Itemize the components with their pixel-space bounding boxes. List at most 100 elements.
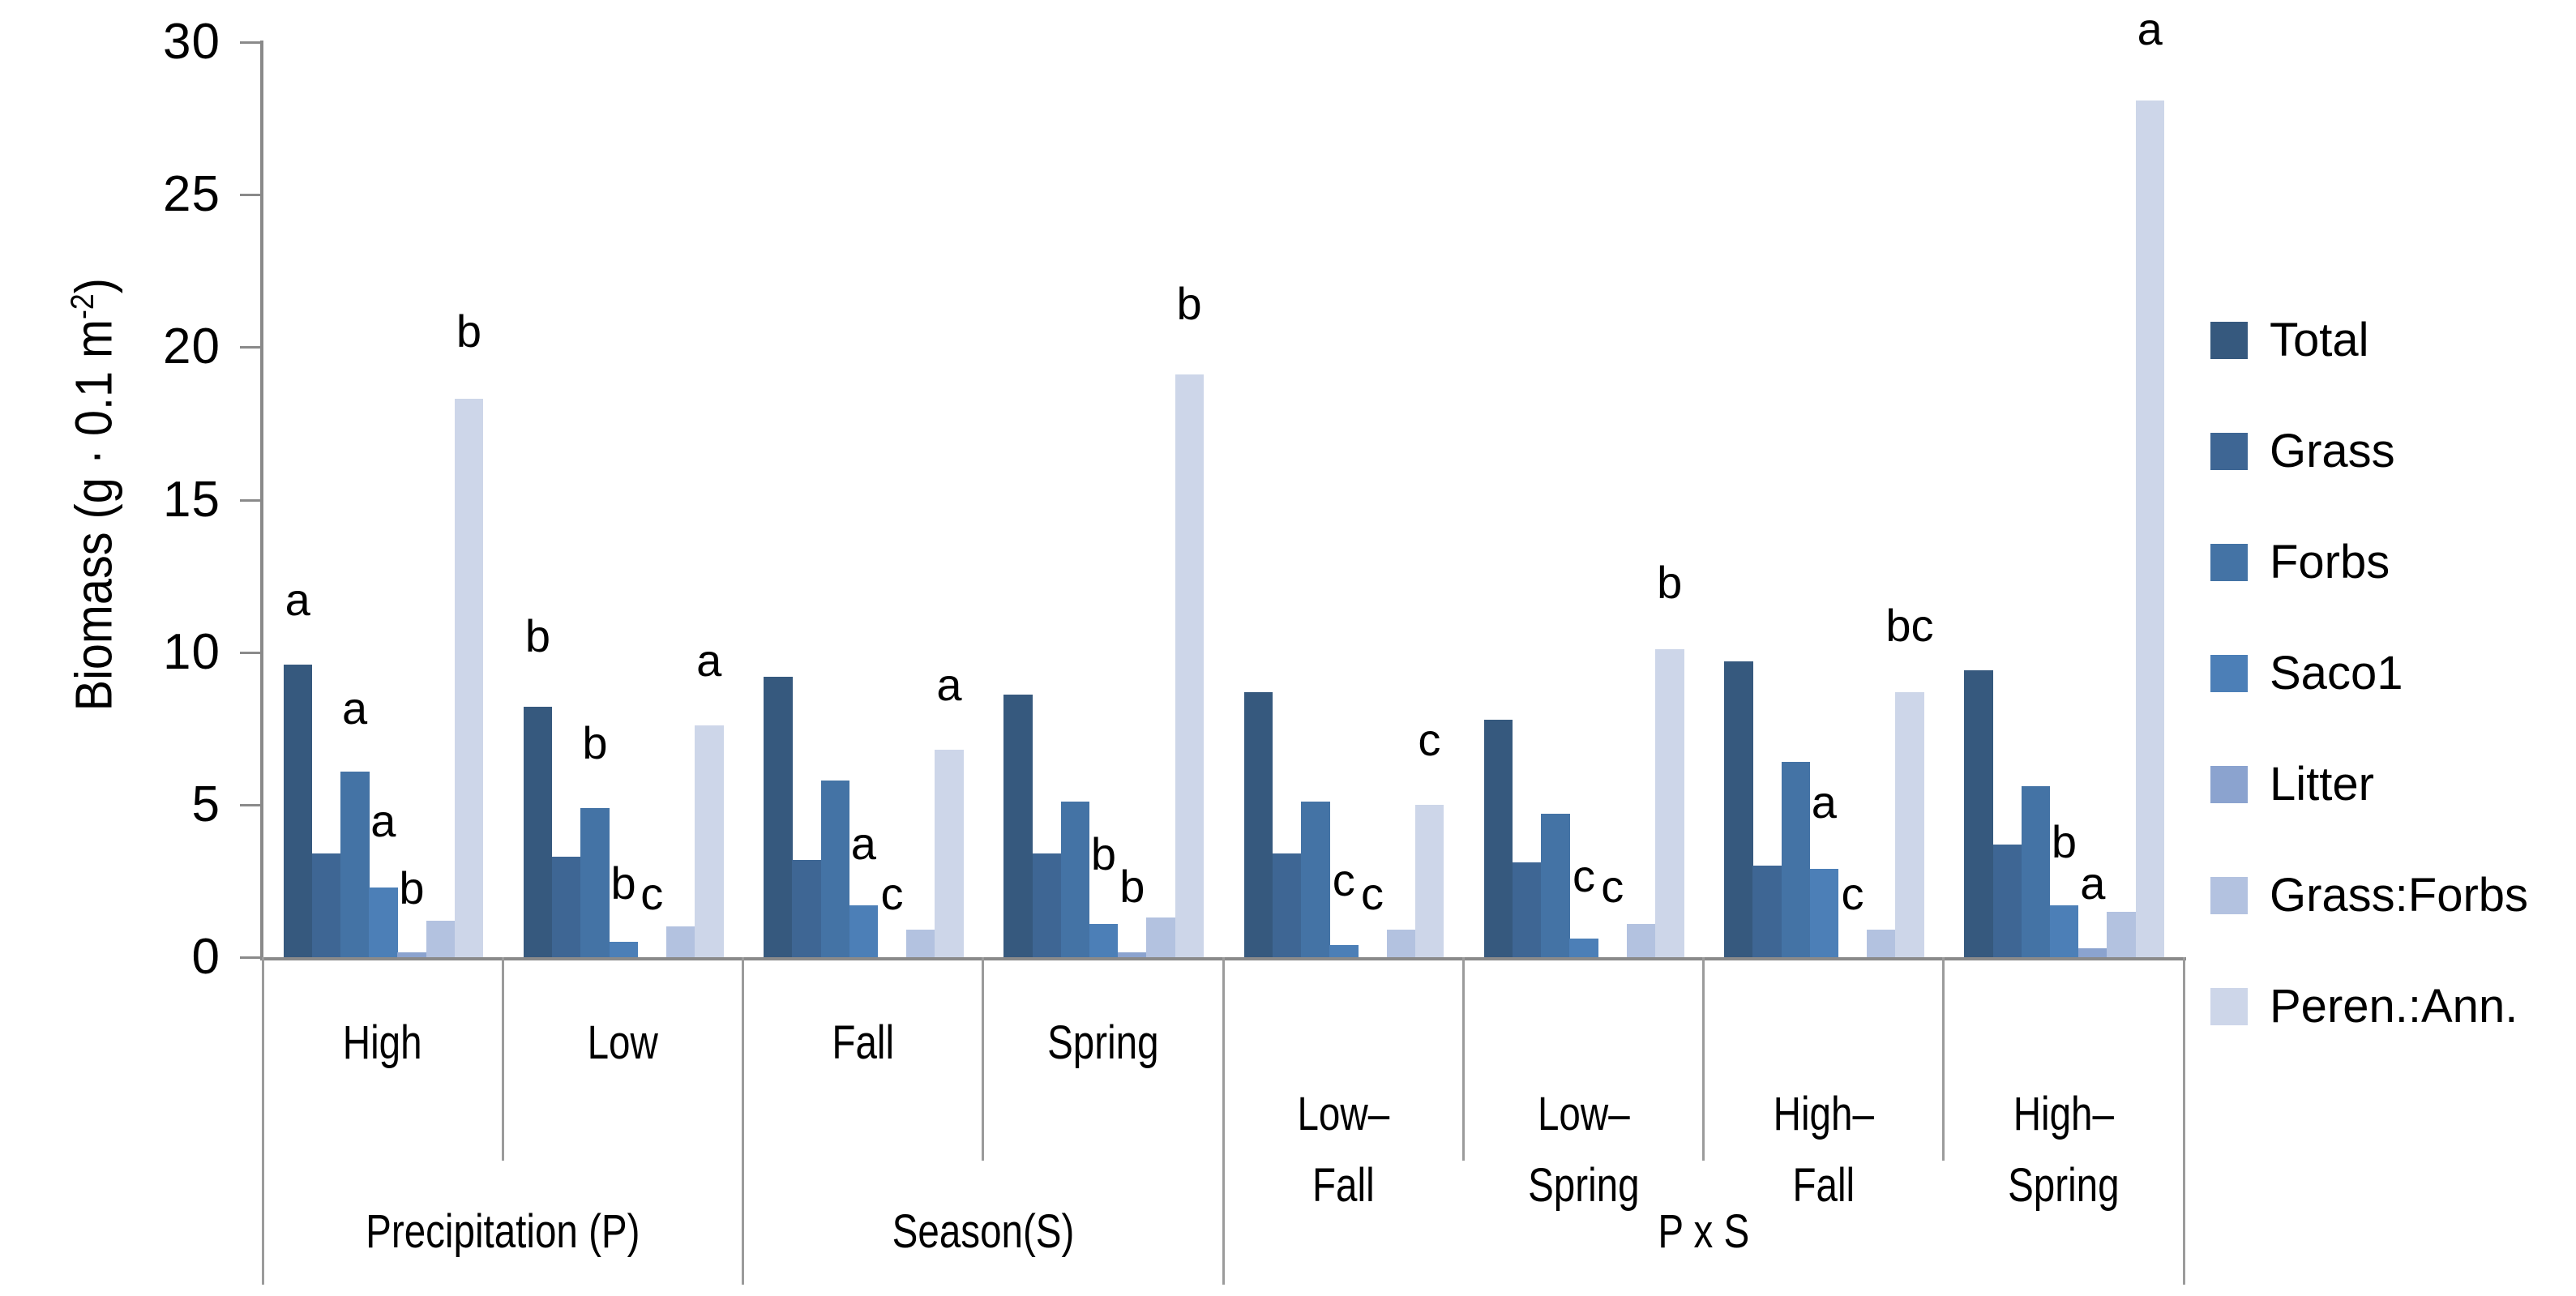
bar-litter-group-7 xyxy=(2078,947,2107,957)
x-category-label: Spring xyxy=(983,1007,1223,1079)
section-separator xyxy=(261,957,264,1285)
section-separator xyxy=(2182,957,2185,1285)
bar-peren-ann--group-2 xyxy=(935,750,964,957)
bar-grass-forbs-group-2 xyxy=(906,930,935,957)
bar-grass-group-7 xyxy=(1992,844,2022,957)
significance-letter: c xyxy=(1601,860,1624,912)
bar-litter-group-0 xyxy=(397,952,426,957)
x-section-label: P x S xyxy=(1223,1193,2184,1271)
bar-saco1-group-6 xyxy=(1809,868,1839,957)
bar-saco1-group-5 xyxy=(1569,939,1598,957)
significance-letter: b xyxy=(1119,860,1145,912)
significance-letter: b xyxy=(1090,828,1117,880)
y-tick-mark xyxy=(240,194,260,197)
significance-letter: c xyxy=(1841,868,1864,920)
x-category-label: High xyxy=(263,1007,503,1079)
bar-total-group-5 xyxy=(1483,719,1513,957)
significance-letter: bc xyxy=(1885,600,1934,652)
y-tick-label: 5 xyxy=(191,776,220,832)
bar-peren-ann--group-0 xyxy=(454,399,484,957)
x-section-label-text: Season(S) xyxy=(892,1205,1075,1258)
legend-label: Total xyxy=(2270,314,2369,366)
bar-saco1-group-7 xyxy=(2049,905,2079,957)
bar-peren-ann--group-7 xyxy=(2135,100,2165,957)
group-separator xyxy=(982,957,985,1161)
bar-grass-group-4 xyxy=(1272,853,1302,957)
bar-saco1-group-1 xyxy=(609,942,639,957)
significance-letter: b xyxy=(610,858,636,909)
y-tick-mark xyxy=(240,651,260,654)
significance-letter: b xyxy=(2051,816,2077,868)
significance-letter: b xyxy=(524,610,551,662)
y-axis-line xyxy=(260,41,263,960)
x-category-label: High– Spring xyxy=(1944,1007,2184,1221)
significance-letter: a xyxy=(850,818,876,870)
bar-grass-forbs-group-6 xyxy=(1867,930,1896,957)
bar-peren-ann--group-1 xyxy=(695,725,724,957)
significance-letter: b xyxy=(399,862,425,913)
y-tick-mark xyxy=(240,803,260,806)
y-tick-mark xyxy=(240,956,260,959)
bar-forbs-group-5 xyxy=(1541,814,1570,957)
x-section-label-text: P x S xyxy=(1658,1205,1749,1258)
x-category-label-text: Spring xyxy=(1047,1016,1159,1069)
bar-saco1-group-0 xyxy=(369,887,398,957)
y-tick-label: 10 xyxy=(163,623,220,680)
bar-grass-forbs-group-4 xyxy=(1386,930,1416,957)
bar-total-group-3 xyxy=(1003,695,1033,957)
y-tick-mark xyxy=(240,346,260,349)
bar-forbs-group-2 xyxy=(820,780,850,957)
significance-letter: a xyxy=(370,794,396,846)
bar-total-group-7 xyxy=(1964,670,1993,957)
significance-letter: a xyxy=(342,682,368,734)
bar-saco1-group-3 xyxy=(1089,923,1119,957)
significance-letter: b xyxy=(1176,278,1202,330)
significance-letter: a xyxy=(936,659,962,711)
x-section-label-text: Precipitation (P) xyxy=(366,1205,640,1258)
x-category-label: Low– Spring xyxy=(1463,1007,1703,1221)
bar-grass-forbs-group-7 xyxy=(2107,911,2136,957)
bar-saco1-group-2 xyxy=(849,905,879,957)
x-section-label: Precipitation (P) xyxy=(263,1193,743,1271)
bar-forbs-group-6 xyxy=(1781,762,1811,957)
bar-saco1-group-4 xyxy=(1329,944,1359,957)
legend-label: Grass:Forbs xyxy=(2270,869,2529,922)
bar-total-group-2 xyxy=(764,676,793,957)
x-category-label: Low xyxy=(503,1007,742,1079)
legend-label: Saco1 xyxy=(2270,647,2403,699)
bar-total-group-4 xyxy=(1243,691,1273,957)
significance-letter: a xyxy=(1811,776,1837,828)
bar-peren-ann--group-4 xyxy=(1414,804,1444,957)
bar-peren-ann--group-3 xyxy=(1175,374,1205,957)
section-separator xyxy=(742,957,744,1285)
bar-total-group-0 xyxy=(283,664,313,957)
y-tick-mark xyxy=(240,498,260,502)
bar-forbs-group-3 xyxy=(1060,802,1090,957)
group-separator xyxy=(1942,957,1945,1161)
y-tick-mark xyxy=(240,41,260,45)
bar-total-group-1 xyxy=(523,707,553,957)
bar-grass-forbs-group-1 xyxy=(665,926,695,957)
bar-grass-group-3 xyxy=(1032,853,1062,957)
bar-peren-ann--group-5 xyxy=(1655,648,1684,957)
significance-letter: c xyxy=(1573,849,1595,901)
significance-letter: b xyxy=(456,305,481,357)
group-separator xyxy=(1702,957,1705,1161)
y-tick-label: 0 xyxy=(191,929,220,985)
y-axis-title-suffix: ) xyxy=(64,277,123,294)
bar-forbs-group-1 xyxy=(580,807,610,957)
x-category-label-text: Low xyxy=(587,1016,659,1069)
x-category-label-text: Fall xyxy=(832,1016,894,1069)
group-separator xyxy=(1461,957,1465,1161)
legend-swatch-grass-forbs xyxy=(2210,877,2248,914)
legend-label: Grass xyxy=(2270,425,2395,477)
x-category-label: High– Fall xyxy=(1704,1007,1944,1221)
bar-total-group-6 xyxy=(1724,661,1753,957)
bar-grass-group-5 xyxy=(1513,862,1542,957)
bar-grass-group-2 xyxy=(792,859,821,957)
bar-forbs-group-4 xyxy=(1301,802,1330,957)
significance-letter: c xyxy=(1361,868,1384,920)
y-tick-label: 20 xyxy=(163,319,220,375)
bar-grass-group-1 xyxy=(552,856,581,957)
